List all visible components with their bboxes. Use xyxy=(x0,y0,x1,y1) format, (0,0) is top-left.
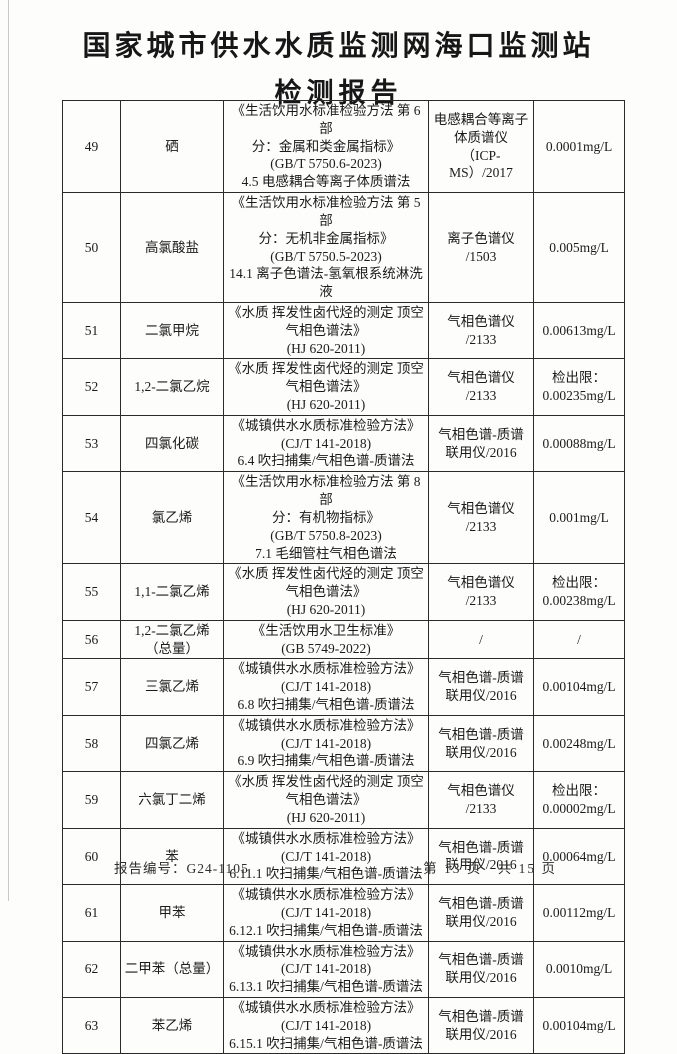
row-number-cell: 52 xyxy=(62,358,121,416)
page-current: 第 13 页 xyxy=(423,861,483,876)
instrument-cell: 电感耦合等离子 体质谱仪 （ICP-MS）/2017 xyxy=(428,99,534,194)
method-cell: 《水质 挥发性卤代烃的测定 顶空 气相色谱法》 (HJ 620-2011) xyxy=(223,358,429,416)
row-number-cell: 56 xyxy=(62,619,121,660)
table-row: 51 二氯甲烷 《水质 挥发性卤代烃的测定 顶空 气相色谱法》 (HJ 620-… xyxy=(62,301,625,360)
scan-edge-artifact xyxy=(8,0,9,901)
parameter-name-cell: 四氯化碳 xyxy=(120,414,224,473)
table-row: 53 四氯化碳 《城镇供水水质标准检验方法》 (CJ/T 141-2018) 6… xyxy=(62,414,625,473)
instrument-cell: 离子色谱仪 /1503 xyxy=(428,192,534,303)
method-cell: 《生活饮用水标准检验方法 第 5 部 分：无机非金属指标》 (GB/T 5750… xyxy=(223,192,429,303)
report-title: 国家城市供水水质监测网海口监测站 xyxy=(82,31,595,62)
table-row: 55 1,1-二氯乙烯 《水质 挥发性卤代烃的测定 顶空 气相色谱法》 (HJ … xyxy=(62,563,625,621)
detection-limit-cell: 0.00088mg/L xyxy=(533,414,625,473)
table-row: 57 三氯乙烯 《城镇供水水质标准检验方法》 (CJ/T 141-2018) 6… xyxy=(62,658,625,716)
instrument-cell: 气相色谱-质谱 联用仪/2016 xyxy=(428,996,534,1054)
row-number-cell: 51 xyxy=(62,301,121,360)
instrument-cell: / xyxy=(428,619,534,660)
detection-limit-cell: 0.005mg/L xyxy=(533,192,625,303)
parameter-name-cell: 六氯丁二烯 xyxy=(120,771,224,829)
parameter-name-cell: 苯 xyxy=(120,827,224,886)
parameter-name-cell: 四氯乙烯 xyxy=(120,714,224,773)
instrument-cell: 气相色谱-质谱 联用仪/2016 xyxy=(428,827,534,886)
instrument-cell: 气相色谱-质谱 联用仪/2016 xyxy=(428,884,534,942)
detection-limit-cell: 0.00104mg/L xyxy=(533,996,625,1054)
parameter-name-cell: 1,1-二氯乙烯 xyxy=(120,563,224,621)
parameter-name-cell: 苯乙烯 xyxy=(120,996,224,1054)
row-number-cell: 57 xyxy=(62,658,121,716)
method-cell: 《生活饮用水卫生标准》 (GB 5749-2022) xyxy=(223,619,429,660)
table-row: 54 氯乙烯 《生活饮用水标准检验方法 第 8 部 分：有机物指标》 (GB/T… xyxy=(62,471,625,565)
detection-limit-cell: 0.00613mg/L xyxy=(533,301,625,360)
row-number-cell: 59 xyxy=(62,771,121,829)
table-row: 58 四氯乙烯 《城镇供水水质标准检验方法》 (CJ/T 141-2018) 6… xyxy=(62,714,625,773)
detection-limit-cell: 0.0001mg/L xyxy=(533,99,625,194)
page-indicator: 第 13 页 共 15 页 xyxy=(423,857,615,877)
table-row: 49 硒 《生活饮用水标准检验方法 第 6 部 分：金属和类金属指标》 (GB/… xyxy=(62,99,625,194)
detection-limit-cell: 0.00064mg/L xyxy=(533,827,625,886)
test-items-table: 49 硒 《生活饮用水标准检验方法 第 6 部 分：金属和类金属指标》 (GB/… xyxy=(62,99,625,1054)
method-cell: 《城镇供水水质标准检验方法》 (CJ/T 141-2018) 6.15.1 吹扫… xyxy=(223,996,429,1054)
row-number-cell: 58 xyxy=(62,714,121,773)
detection-limit-cell: 检出限： 0.00235mg/L xyxy=(533,358,625,416)
method-cell: 《城镇供水水质标准检验方法》 (CJ/T 141-2018) 6.4 吹扫捕集/… xyxy=(223,414,429,473)
detection-limit-cell: 0.00112mg/L xyxy=(533,884,625,942)
row-number-cell: 49 xyxy=(62,99,121,194)
method-cell: 《水质 挥发性卤代烃的测定 顶空 气相色谱法》 (HJ 620-2011) xyxy=(223,563,429,621)
table-row: 60 苯 《城镇供水水质标准检验方法》 (CJ/T 141-2018) 6.11… xyxy=(62,827,625,886)
method-cell: 《生活饮用水标准检验方法 第 6 部 分：金属和类金属指标》 (GB/T 575… xyxy=(223,99,429,194)
detection-limit-cell: 检出限： 0.00238mg/L xyxy=(533,563,625,621)
detection-limit-cell: 0.0010mg/L xyxy=(533,940,625,999)
table-row: 61 甲苯 《城镇供水水质标准检验方法》 (CJ/T 141-2018) 6.1… xyxy=(62,884,625,942)
row-number-cell: 63 xyxy=(62,996,121,1054)
report-header: 国家城市供水水质监测网海口监测站 检测报告 xyxy=(0,24,677,110)
row-number-cell: 61 xyxy=(62,884,121,942)
detection-limit-cell: 检出限： 0.00002mg/L xyxy=(533,771,625,829)
row-number-cell: 54 xyxy=(62,471,121,565)
detection-limit-cell: 0.00104mg/L xyxy=(533,658,625,716)
table-row: 59 六氯丁二烯 《水质 挥发性卤代烃的测定 顶空 气相色谱法》 (HJ 620… xyxy=(62,771,625,829)
report-number: 报告编号：G24-1105 xyxy=(114,861,249,876)
method-cell: 《水质 挥发性卤代烃的测定 顶空 气相色谱法》 (HJ 620-2011) xyxy=(223,301,429,360)
table-row: 62 二甲苯（总量） 《城镇供水水质标准检验方法》 (CJ/T 141-2018… xyxy=(62,940,625,999)
instrument-cell: 气相色谱-质谱 联用仪/2016 xyxy=(428,714,534,773)
parameter-name-cell: 氯乙烯 xyxy=(120,471,224,565)
parameter-name-cell: 甲苯 xyxy=(120,884,224,942)
row-number-cell: 60 xyxy=(62,827,121,886)
method-cell: 《城镇供水水质标准检验方法》 (CJ/T 141-2018) 6.11.1 吹扫… xyxy=(223,827,429,886)
row-number-cell: 50 xyxy=(62,192,121,303)
table-row: 56 1,2-二氯乙烯 （总量） 《生活饮用水卫生标准》 (GB 5749-20… xyxy=(62,619,625,660)
row-number-cell: 53 xyxy=(62,414,121,473)
method-cell: 《城镇供水水质标准检验方法》 (CJ/T 141-2018) 6.13.1 吹扫… xyxy=(223,940,429,999)
instrument-cell: 气相色谱-质谱 联用仪/2016 xyxy=(428,414,534,473)
parameter-name-cell: 硒 xyxy=(120,99,224,194)
parameter-name-cell: 1,2-二氯乙烷 xyxy=(120,358,224,416)
detection-limit-cell: / xyxy=(533,619,625,660)
method-cell: 《城镇供水水质标准检验方法》 (CJ/T 141-2018) 6.12.1 吹扫… xyxy=(223,884,429,942)
row-number-cell: 62 xyxy=(62,940,121,999)
instrument-cell: 气相色谱-质谱 联用仪/2016 xyxy=(428,940,534,999)
method-cell: 《城镇供水水质标准检验方法》 (CJ/T 141-2018) 6.9 吹扫捕集/… xyxy=(223,714,429,773)
method-cell: 《城镇供水水质标准检验方法》 (CJ/T 141-2018) 6.8 吹扫捕集/… xyxy=(223,658,429,716)
detection-limit-cell: 0.00248mg/L xyxy=(533,714,625,773)
instrument-cell: 气相色谱仪 /2133 xyxy=(428,471,534,565)
parameter-name-cell: 三氯乙烯 xyxy=(120,658,224,716)
parameter-name-cell: 二甲苯（总量） xyxy=(120,940,224,999)
parameter-name-cell: 高氯酸盐 xyxy=(120,192,224,303)
table-row: 63 苯乙烯 《城镇供水水质标准检验方法》 (CJ/T 141-2018) 6.… xyxy=(62,996,625,1054)
instrument-cell: 气相色谱仪 /2133 xyxy=(428,563,534,621)
parameter-name-cell: 二氯甲烷 xyxy=(120,301,224,360)
detection-limit-cell: 0.001mg/L xyxy=(533,471,625,565)
table-row: 52 1,2-二氯乙烷 《水质 挥发性卤代烃的测定 顶空 气相色谱法》 (HJ … xyxy=(62,358,625,416)
row-number-cell: 55 xyxy=(62,563,121,621)
method-cell: 《水质 挥发性卤代烃的测定 顶空 气相色谱法》 (HJ 620-2011) xyxy=(223,771,429,829)
page-total: 共 15 页 xyxy=(497,861,557,876)
instrument-cell: 气相色谱仪 /2133 xyxy=(428,301,534,360)
method-cell: 《生活饮用水标准检验方法 第 8 部 分：有机物指标》 (GB/T 5750.8… xyxy=(223,471,429,565)
instrument-cell: 气相色谱-质谱 联用仪/2016 xyxy=(428,658,534,716)
instrument-cell: 气相色谱仪 /2133 xyxy=(428,358,534,416)
instrument-cell: 气相色谱仪 /2133 xyxy=(428,771,534,829)
page-footer: 报告编号：G24-1105 第 13 页 共 15 页 xyxy=(62,857,615,877)
table-row: 50 高氯酸盐 《生活饮用水标准检验方法 第 5 部 分：无机非金属指标》 (G… xyxy=(62,192,625,303)
parameter-name-cell: 1,2-二氯乙烯 （总量） xyxy=(120,619,224,660)
